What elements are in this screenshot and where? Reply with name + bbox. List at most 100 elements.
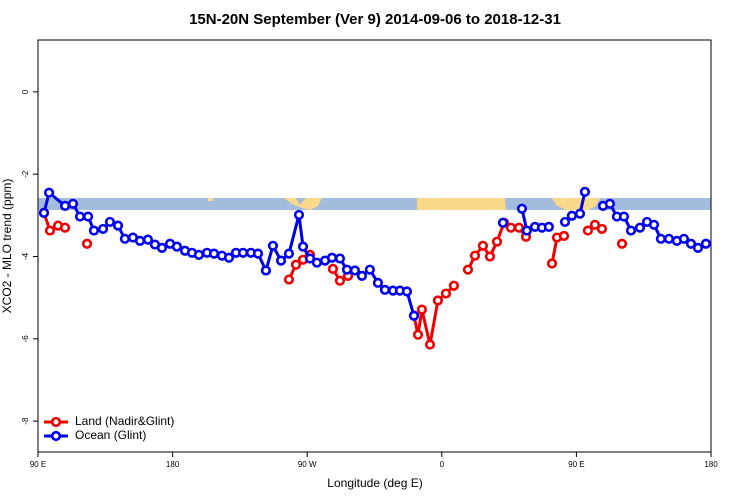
- data-point: [237, 247, 249, 258]
- data-point: [408, 310, 420, 321]
- data-point: [59, 200, 71, 211]
- x-tick-label: 90 W: [298, 460, 317, 469]
- data-point: [663, 233, 675, 244]
- data-point: [134, 235, 146, 246]
- legend-marker: [50, 416, 62, 428]
- data-point: [589, 219, 601, 230]
- data-point: [297, 241, 309, 252]
- data-point: [462, 264, 474, 275]
- data-point: [208, 248, 220, 259]
- data-point: [334, 275, 346, 286]
- data-point: [293, 209, 305, 221]
- data-point: [634, 222, 646, 233]
- map-strip: [38, 198, 711, 210]
- data-point: [625, 225, 637, 236]
- data-point: [546, 258, 558, 269]
- data-point: [252, 248, 264, 259]
- data-point: [412, 329, 424, 340]
- data-point: [692, 242, 704, 253]
- data-point: [582, 225, 594, 236]
- data-point: [448, 280, 460, 291]
- series-line: [44, 213, 622, 345]
- x-tick-label: 180: [704, 460, 718, 469]
- data-point: [171, 241, 183, 252]
- series-line: [42, 191, 707, 317]
- data-point: [119, 233, 130, 244]
- y-tick-label: -6: [21, 335, 30, 343]
- data-point: [83, 211, 94, 222]
- data-point: [341, 264, 353, 275]
- data-point: [334, 253, 346, 264]
- data-point: [44, 225, 56, 236]
- data-point: [491, 236, 503, 247]
- x-tick-label: 90 E: [568, 460, 584, 469]
- data-point: [372, 277, 384, 288]
- data-point: [484, 251, 496, 262]
- legend-marker: [50, 430, 62, 442]
- plot-frame: [37, 39, 712, 453]
- data-point: [67, 198, 79, 209]
- data-point: [559, 216, 571, 228]
- data-point: [648, 219, 660, 230]
- x-axis-label: Longitude (deg E): [327, 476, 422, 490]
- y-tick-label: -2: [21, 170, 30, 178]
- data-point: [275, 255, 287, 266]
- data-point: [223, 252, 235, 263]
- data-point: [356, 270, 368, 281]
- data-point: [283, 274, 295, 285]
- data-point: [574, 208, 586, 219]
- data-point: [497, 217, 509, 228]
- land-patch: [417, 198, 506, 210]
- data-point: [97, 223, 109, 235]
- data-point: [477, 240, 489, 251]
- data-point: [104, 216, 116, 228]
- data-point: [440, 288, 452, 299]
- data-point: [349, 265, 361, 276]
- data-point: [579, 186, 591, 197]
- data-point: [616, 238, 628, 249]
- data-point: [469, 250, 481, 261]
- data-point: [521, 225, 532, 236]
- data-point: [156, 242, 168, 253]
- data-point: [260, 265, 272, 276]
- data-point: [193, 249, 205, 260]
- data-point: [655, 233, 666, 244]
- legend-label: Land (Nadir&Glint): [75, 414, 174, 428]
- data-point: [81, 238, 93, 249]
- data-point: [112, 220, 124, 231]
- y-tick-label: 0: [21, 89, 30, 94]
- data-point: [401, 286, 413, 297]
- data-point: [416, 304, 428, 315]
- data-point: [74, 211, 86, 222]
- data-point: [432, 295, 444, 306]
- data-point: [543, 221, 554, 232]
- data-point: [304, 253, 316, 264]
- data-point: [618, 211, 630, 222]
- data-point: [604, 198, 616, 209]
- land-patch: [284, 198, 322, 210]
- legend-label: Ocean (Glint): [75, 428, 146, 442]
- data-point: [558, 230, 570, 242]
- data-point: [505, 222, 516, 233]
- ocean-strip: [38, 198, 711, 210]
- land-patch: [208, 198, 213, 201]
- x-tick-label: 90 E: [30, 460, 46, 469]
- data-point: [513, 222, 525, 233]
- data-point: [290, 259, 302, 270]
- data-point: [311, 257, 323, 268]
- data-point: [267, 240, 279, 251]
- data-point: [327, 263, 339, 274]
- data-point: [59, 222, 71, 233]
- chart-title: 15N-20N September (Ver 9) 2014-09-06 to …: [189, 11, 561, 28]
- data-point: [364, 264, 375, 275]
- y-axis-label: XCO2 - MLO trend (ppm): [0, 179, 14, 314]
- x-tick-label: 180: [166, 460, 180, 469]
- x-tick-label: 0: [440, 460, 445, 469]
- data-point: [283, 248, 295, 259]
- data-point: [379, 284, 391, 295]
- data-point: [700, 238, 712, 249]
- y-tick-label: -4: [21, 252, 30, 260]
- land-patch: [552, 198, 600, 210]
- data-point: [88, 225, 100, 236]
